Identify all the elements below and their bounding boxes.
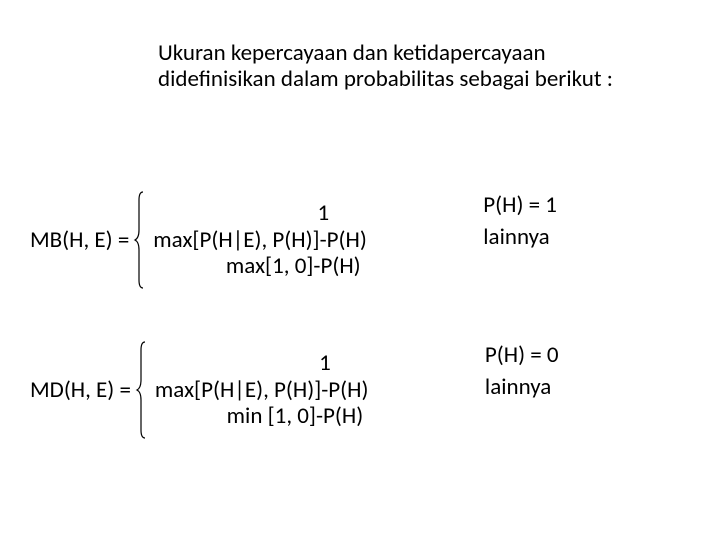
md-formula: MD(H, E) = 1 max[P(H|E), P(H)]-P(H) min … [30,340,559,440]
left-brace-icon [133,340,149,440]
mb-formula: MB(H, E) = 1 max[P(H|E), P(H)]-P(H) max[… [30,190,557,290]
mb-cond2: lainnya [483,221,557,253]
mb-lhs: MB(H, E) = [30,226,129,254]
mb-case-bot: max[1, 0]-P(H) [153,253,433,279]
md-lhs: MD(H, E) = [30,376,131,404]
md-case-bot: min [1, 0]-P(H) [155,403,435,429]
md-cond2: lainnya [485,371,559,403]
md-conditions: P(H) = 0 lainnya [485,339,559,403]
mb-cond1: P(H) = 1 [483,189,557,221]
mb-cases: 1 max[P(H|E), P(H)]-P(H) max[1, 0]-P(H) [153,200,433,279]
mb-case-mid: max[P(H|E), P(H)]-P(H) [153,227,433,253]
md-case-mid: max[P(H|E), P(H)]-P(H) [155,377,435,403]
md-cases: 1 max[P(H|E), P(H)]-P(H) min [1, 0]-P(H) [155,350,435,429]
mb-case-top: 1 [153,200,433,226]
md-cond1: P(H) = 0 [485,339,559,371]
mb-conditions: P(H) = 1 lainnya [483,189,557,253]
intro-text: Ukuran kepercayaan dan ketidapercayaan d… [158,40,658,93]
left-brace-icon [131,190,147,290]
md-case-top: 1 [155,350,435,376]
